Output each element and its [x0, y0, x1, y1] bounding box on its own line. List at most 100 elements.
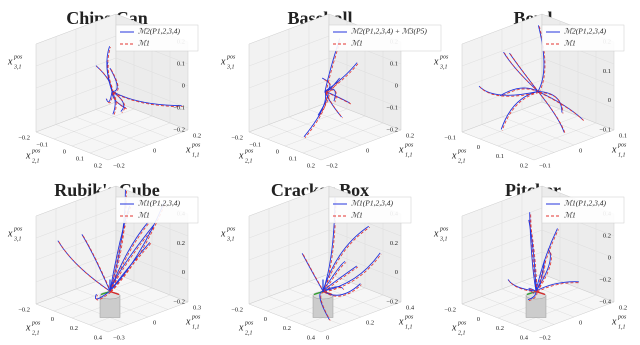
trajectory-baseline [82, 235, 112, 293]
x-tick-label: 0.2 [496, 325, 504, 332]
legend-label: ℳ1(P1,2,3,4) [351, 199, 393, 208]
trajectory-learned [106, 61, 113, 92]
grid-line [75, 116, 149, 146]
legend-box [541, 24, 625, 52]
trajectory-learned [322, 265, 358, 292]
y-tick-label: 0.2 [193, 132, 201, 139]
trajectory-baseline [112, 92, 126, 113]
axis-label-sup: pos [404, 142, 414, 148]
legend-label: ℳ1 [138, 211, 150, 220]
panel: Baseball0.20.10−0.1−0.20.20.10−0.1−0.2−0… [220, 8, 442, 169]
trajectory-learned [111, 91, 182, 107]
trajectory-learned [537, 25, 545, 92]
x-tick-label: 0.1 [289, 155, 297, 162]
trajectory-learned [499, 87, 539, 97]
z-tick-label: −0.2 [173, 298, 185, 305]
axis-label-sup: pos [457, 320, 467, 326]
legend-box [328, 196, 412, 224]
trajectory-learned [322, 225, 369, 292]
axis-label-base: x [433, 56, 439, 67]
z-tick-label: 0 [395, 82, 398, 89]
trajectory-learned [109, 221, 149, 292]
z-tick-label: −0.2 [173, 126, 185, 133]
trajectory-baseline [325, 89, 337, 103]
x-tick-label: −0.1 [36, 141, 48, 148]
z-tick-label: 0.2 [177, 240, 185, 247]
trajectory-learned [322, 286, 344, 292]
trajectory-baseline [325, 63, 359, 93]
y-tick-label: 0 [326, 334, 329, 341]
axis-label-sup: pos [13, 226, 23, 232]
axis-label-sub: 2,1 [32, 330, 40, 336]
trajectory-baseline [302, 254, 325, 293]
x-tick-label: 0.4 [94, 334, 103, 341]
grid-line [266, 108, 348, 140]
panel: Chips Can0.20.10−0.1−0.20.20.10−0.1−0.2−… [7, 8, 201, 169]
trajectory-baseline [304, 92, 328, 139]
trajectory-baseline [538, 92, 566, 134]
y-tick-label: 0.2 [619, 304, 627, 311]
axis-label-base: x [220, 56, 226, 67]
trajectory-baseline [538, 26, 546, 93]
y-tick-label: −0.2 [539, 334, 551, 341]
grid-line [35, 207, 117, 239]
trajectory-baseline [110, 222, 150, 293]
panel: Rubik's Cube0.40.20−0.20.40.20−0.2−0.300… [7, 180, 201, 341]
legend-label: ℳ2(P1,2,3,4) [138, 27, 180, 36]
z-tick-label: −0.1 [386, 104, 398, 111]
axis-label-sub: 1,1 [192, 324, 200, 330]
x-tick-label: 0 [51, 316, 54, 323]
trajectory-baseline [529, 220, 538, 293]
y-tick-label: 0 [579, 319, 582, 326]
axis-label-sup: pos [191, 314, 201, 320]
axis-label-sub: 1,1 [618, 152, 626, 158]
axis-label-sup: pos [439, 226, 449, 232]
grid-line [53, 280, 135, 312]
trajectory-learned [322, 252, 381, 292]
trajectory-baseline [323, 284, 362, 297]
axis-label-base: x [611, 316, 617, 327]
grid-line [501, 116, 575, 146]
z-tick-label: 0.1 [603, 68, 611, 75]
z-tick-label: 0 [608, 97, 611, 104]
z-tick-label: −0.1 [173, 104, 185, 111]
grid-line [479, 108, 561, 140]
trajectory-baseline [323, 226, 370, 293]
y-tick-label: −0.1 [539, 162, 551, 169]
trajectory-learned [478, 85, 539, 96]
trajectory-learned [94, 290, 111, 300]
trajectory-learned [535, 228, 558, 292]
axis-label-base: x [238, 322, 244, 333]
x-tick-label: 0.1 [496, 153, 504, 160]
panel: Pitcher0.40.20−0.2−0.40.40.20−0.2−0.200.… [433, 180, 627, 341]
axis-label-sub: 1,1 [405, 324, 413, 330]
grid-line [95, 109, 169, 138]
panel: Cracker Box0.40.20−0.20.40.20−0.200.20.4… [220, 180, 415, 341]
z-tick-label: 0.2 [603, 232, 611, 239]
grid-line [288, 116, 362, 146]
grid-line [521, 109, 595, 138]
axis-label-sub: 2,1 [458, 330, 466, 336]
axis-label-sup: pos [617, 314, 627, 320]
x-tick-label: −0.2 [231, 134, 243, 141]
axis-label-base: x [220, 228, 226, 239]
axis-label-sub: 3,1 [439, 64, 448, 70]
trajectory-baseline [112, 92, 127, 110]
legend-box [541, 196, 625, 224]
x-tick-label: 0 [276, 148, 279, 155]
trajectory-baseline [504, 52, 540, 93]
grid-line [521, 281, 595, 310]
z-tick-label: 0 [182, 82, 185, 89]
x-tick-label: 0.2 [520, 162, 528, 169]
axis-label-sub: 2,1 [245, 330, 253, 336]
axis-label-sub: 3,1 [13, 64, 22, 70]
z-tick-label: 0 [395, 269, 398, 276]
axis-label-sub: 1,1 [405, 152, 413, 158]
axis-label-base: x [398, 316, 404, 327]
axis-label-base: x [451, 150, 457, 161]
trajectory-learned [303, 91, 327, 138]
axis-label-sub: 3,1 [226, 64, 235, 70]
x-tick-label: 0 [63, 148, 66, 155]
grid-line [53, 108, 135, 140]
